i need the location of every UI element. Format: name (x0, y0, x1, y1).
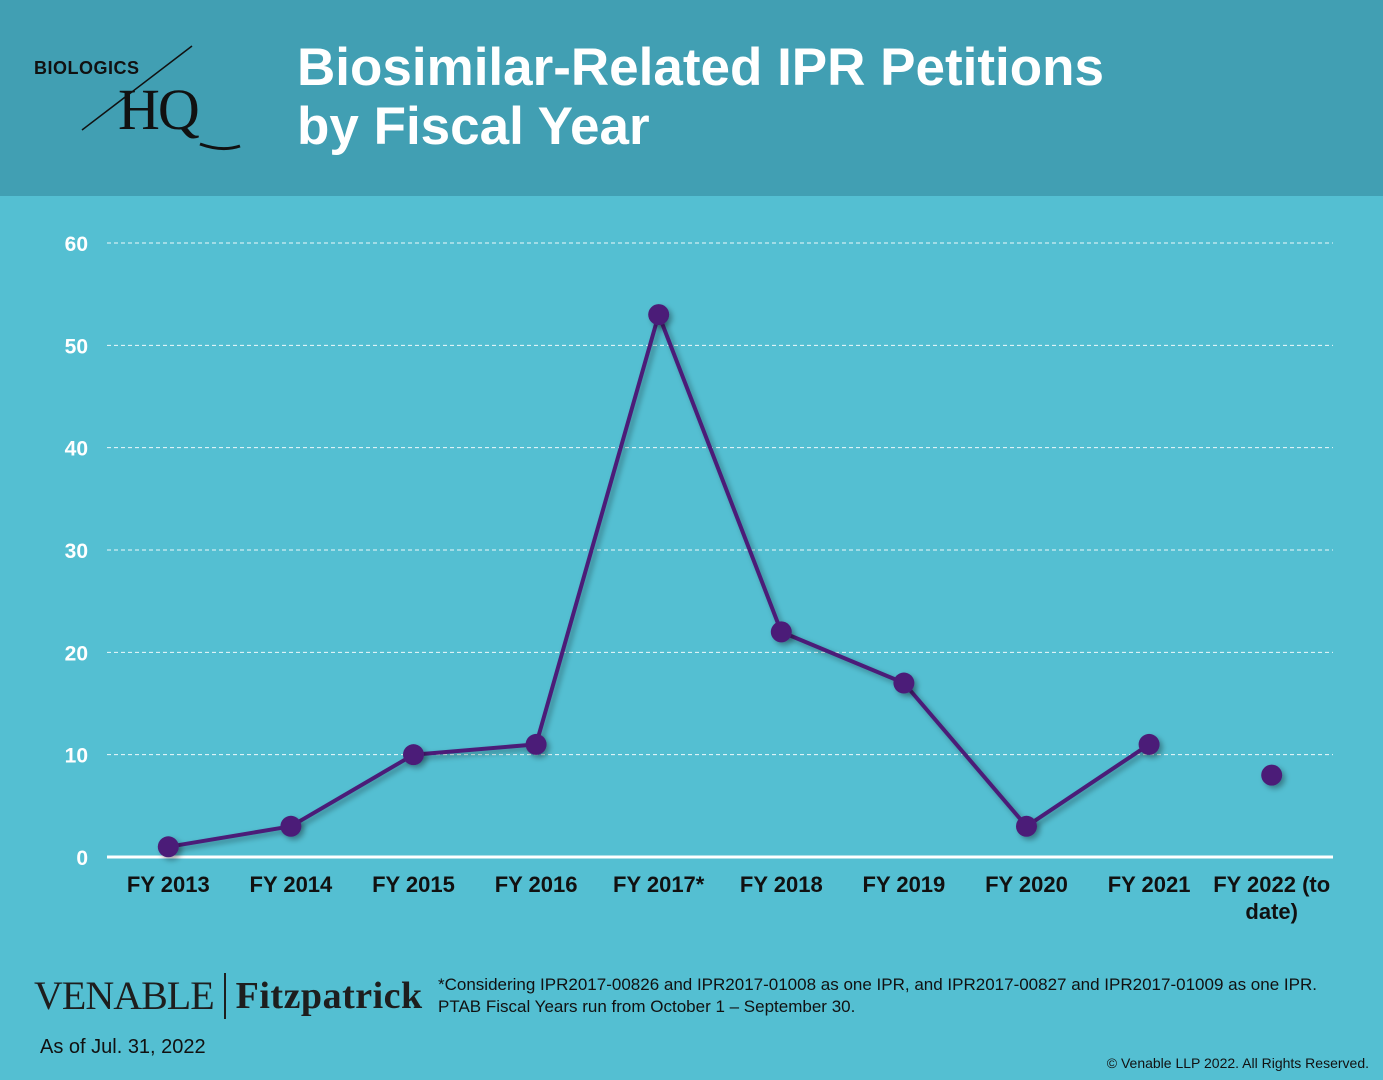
data-point-fy-2013 (157, 836, 179, 858)
y-tick-label-40: 40 (65, 438, 88, 461)
y-axis-ticks: 0 10 20 30 40 50 60 (65, 233, 88, 870)
x-tick-label-8: FY 2021 (1108, 872, 1191, 897)
data-point-fy-2021 (1138, 733, 1160, 755)
data-point-fy-2018 (770, 621, 792, 643)
chart-title-line-2: by Fiscal Year (297, 97, 650, 156)
venable-fitzpatrick-logo: VENABLE Fitzpatrick (34, 972, 423, 1024)
header-banner: BIOLOGICS HQ Biosimilar-Related IPR Peti… (0, 0, 1383, 196)
as-of-date: As of Jul. 31, 2022 (40, 1036, 206, 1058)
copyright: © Venable LLP 2022. All Rights Reserved. (1106, 1055, 1369, 1071)
x-tick-label-4: FY 2017* (613, 872, 705, 897)
footnote-line-2: PTAB Fiscal Years run from October 1 – S… (438, 997, 856, 1016)
data-point-fy-2017 (648, 304, 670, 326)
x-axis-ticks: FY 2013 FY 2014 FY 2015 FY 2016 FY 2017* FY 2… (127, 872, 1330, 924)
x-tick-label-5: FY 2018 (740, 872, 823, 897)
y-tick-label-60: 60 (65, 233, 88, 256)
logo-fitzpatrick-text: Fitzpatrick (235, 974, 423, 1017)
biologics-hq-logo: BIOLOGICS HQ (32, 40, 252, 160)
data-point-fy-2022-to-date (1261, 764, 1283, 786)
x-tick-label-0: FY 2013 (127, 872, 210, 897)
y-tick-label-10: 10 (65, 745, 88, 768)
footnote: *Considering IPR2017-00826 and IPR2017-0… (438, 974, 1317, 1018)
y-tick-label-20: 20 (65, 642, 88, 665)
y-tick-label-0: 0 (76, 847, 88, 870)
gridlines (107, 242, 1333, 859)
x-tick-label-2: FY 2015 (372, 872, 455, 897)
chart-title: Biosimilar-Related IPR Petitions by Fisc… (297, 38, 1297, 156)
footnote-line-1: *Considering IPR2017-00826 and IPR2017-0… (438, 975, 1317, 994)
data-point-fy-2014 (280, 815, 302, 837)
logo-hq-text: HQ (118, 77, 200, 142)
logo-venable-text: VENABLE (34, 973, 215, 1018)
logo-divider (223, 972, 226, 1019)
y-tick-label-30: 30 (65, 540, 88, 563)
series-line (167, 312, 1151, 849)
y-tick-label-50: 50 (65, 335, 88, 358)
x-tick-label-1: FY 2014 (250, 872, 334, 897)
x-tick-label-7: FY 2020 (985, 872, 1068, 897)
logo-slash-icon (81, 45, 241, 151)
data-point-fy-2015 (403, 744, 424, 766)
data-point-fy-2020 (1016, 815, 1037, 837)
chart-title-line-1: Biosimilar-Related IPR Petitions (297, 38, 1104, 97)
x-tick-label-3: FY 2016 (495, 872, 578, 897)
x-tick-label-6: FY 2019 (863, 872, 946, 897)
series-petitions (157, 304, 1283, 858)
data-point-fy-2016 (525, 733, 547, 755)
x-tick-label-9-line-0: FY 2022 (to (1213, 872, 1330, 897)
data-point-fy-2019 (893, 672, 915, 694)
x-tick-label-9-line-1: date) (1245, 899, 1298, 924)
logo-biologics-text: BIOLOGICS (34, 58, 140, 78)
